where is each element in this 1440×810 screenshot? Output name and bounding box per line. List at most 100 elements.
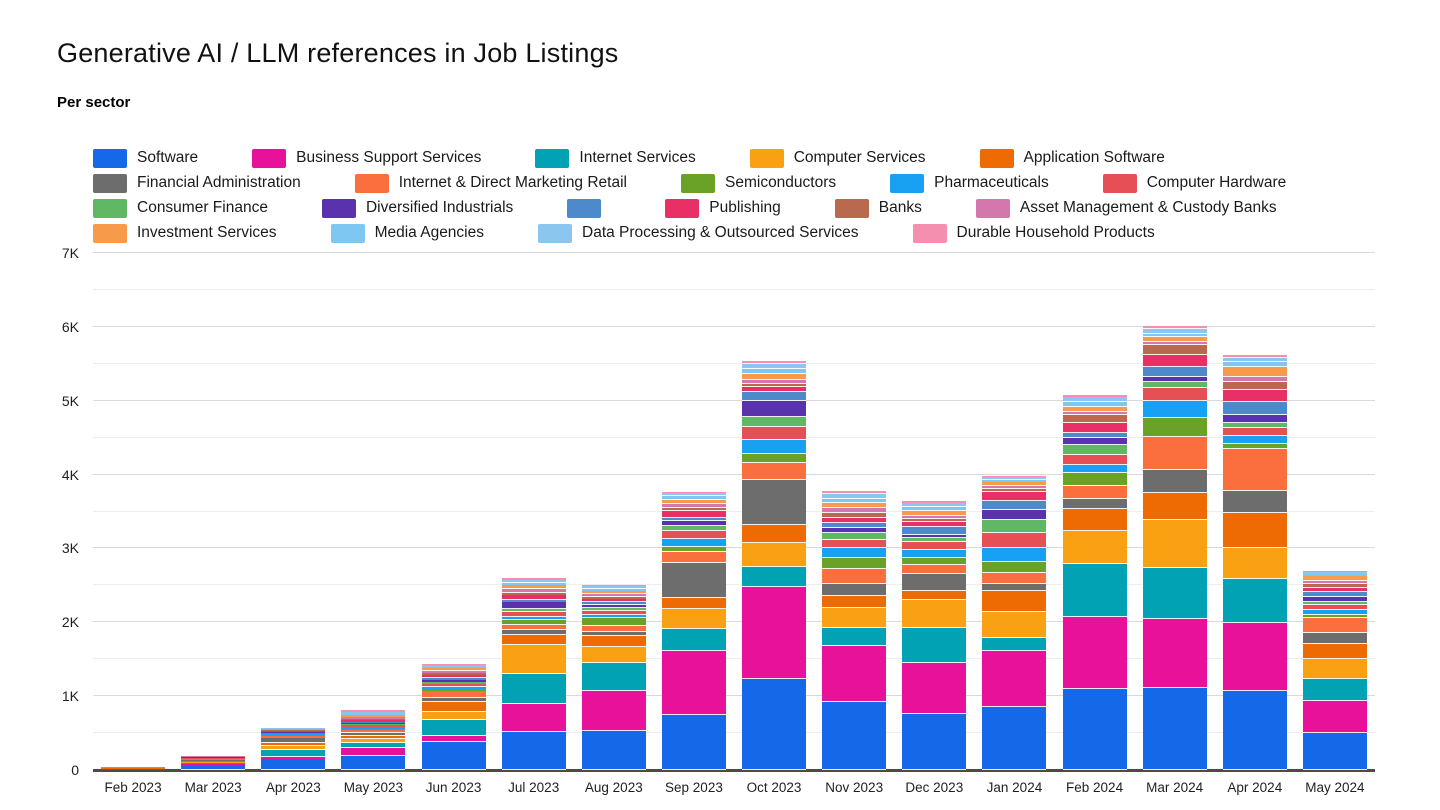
bar-segment-computer-hardware[interactable] bbox=[341, 725, 406, 727]
bar-segment-diversified-industrials[interactable] bbox=[1142, 377, 1207, 382]
bar-segment-banks[interactable] bbox=[421, 673, 486, 675]
bar-segment-diversified-industrials[interactable] bbox=[1222, 415, 1287, 423]
bar-segment-banks[interactable] bbox=[742, 384, 807, 387]
bar-segment-durable-household-products[interactable] bbox=[1222, 355, 1287, 358]
bar-segment-diversified-industrials[interactable] bbox=[822, 528, 887, 533]
bar-segment-asset-management-custody-banks[interactable] bbox=[1062, 412, 1127, 415]
bar-segment-durable-household-products[interactable] bbox=[1062, 395, 1127, 397]
legend-item-semiconductors[interactable]: Semiconductors bbox=[681, 173, 836, 193]
bar-segment-unnamed[interactable] bbox=[822, 523, 887, 528]
bar-segment-publishing[interactable] bbox=[581, 599, 646, 602]
legend-item-durable-household-products[interactable]: Durable Household Products bbox=[912, 223, 1155, 243]
bar-segment-publishing[interactable] bbox=[501, 595, 566, 600]
bar-segment-software[interactable] bbox=[902, 714, 967, 770]
bar-segment-financial-administration[interactable] bbox=[1222, 491, 1287, 513]
bar-segment-media-agencies[interactable] bbox=[1302, 574, 1367, 576]
bar-segment-diversified-industrials[interactable] bbox=[181, 757, 246, 758]
bar-segment-business-support-services[interactable] bbox=[1142, 619, 1207, 688]
bar-segment-computer-services[interactable] bbox=[581, 647, 646, 663]
bar-segment-software[interactable] bbox=[1222, 691, 1287, 770]
bar-segment-durable-household-products[interactable] bbox=[1302, 571, 1367, 572]
bar-segment-business-support-services[interactable] bbox=[1222, 623, 1287, 691]
bar-segment-computer-hardware[interactable] bbox=[742, 427, 807, 440]
bar-segment-data-processing-outsourced-services[interactable] bbox=[421, 665, 486, 667]
bar-segment-application-software[interactable] bbox=[581, 636, 646, 647]
bar-segment-internet-direct-marketing-retail[interactable] bbox=[181, 759, 246, 760]
bar-segment-internet-services[interactable] bbox=[501, 674, 566, 704]
bar-segment-asset-management-custody-banks[interactable] bbox=[101, 767, 166, 768]
bar-segment-computer-hardware[interactable] bbox=[1062, 455, 1127, 465]
bar-segment-internet-services[interactable] bbox=[581, 663, 646, 691]
bar-segment-media-agencies[interactable] bbox=[661, 496, 726, 500]
legend-item-diversified-industrials[interactable]: Diversified Industrials bbox=[321, 198, 513, 218]
bar-segment-business-support-services[interactable] bbox=[181, 764, 246, 766]
bar-segment-durable-household-products[interactable] bbox=[581, 585, 646, 586]
bar-segment-investment-services[interactable] bbox=[982, 482, 1047, 486]
bar-segment-consumer-finance[interactable] bbox=[1222, 423, 1287, 428]
bar-segment-business-support-services[interactable] bbox=[742, 587, 807, 679]
bar-segment-software[interactable] bbox=[181, 766, 246, 770]
bar-segment-banks[interactable] bbox=[1222, 382, 1287, 390]
bar-segment-asset-management-custody-banks[interactable] bbox=[742, 380, 807, 384]
bar-segment-internet-direct-marketing-retail[interactable] bbox=[261, 736, 326, 738]
bar-segment-application-software[interactable] bbox=[501, 635, 566, 645]
legend-item-software[interactable]: Software bbox=[93, 148, 198, 168]
bar-segment-unnamed[interactable] bbox=[421, 678, 486, 680]
bar-segment-consumer-finance[interactable] bbox=[341, 724, 406, 725]
bar-segment-internet-direct-marketing-retail[interactable] bbox=[1222, 449, 1287, 491]
bar-segment-publishing[interactable] bbox=[982, 492, 1047, 501]
bar-segment-internet-services[interactable] bbox=[1062, 564, 1127, 617]
bar-segment-software[interactable] bbox=[341, 756, 406, 770]
bar-segment-banks[interactable] bbox=[982, 489, 1047, 492]
bar-segment-computer-hardware[interactable] bbox=[661, 531, 726, 539]
bar-segment-computer-services[interactable] bbox=[1302, 659, 1367, 679]
bar-segment-investment-services[interactable] bbox=[341, 715, 406, 717]
bar-segment-pharmaceuticals[interactable] bbox=[1302, 610, 1367, 615]
bar-segment-pharmaceuticals[interactable] bbox=[261, 734, 326, 735]
bar-segment-asset-management-custody-banks[interactable] bbox=[581, 594, 646, 597]
bar-segment-investment-services[interactable] bbox=[261, 729, 326, 730]
bar-segment-internet-services[interactable] bbox=[982, 638, 1047, 651]
bar-segment-consumer-finance[interactable] bbox=[1302, 602, 1367, 605]
bar-segment-banks[interactable] bbox=[1062, 415, 1127, 423]
bar-segment-business-support-services[interactable] bbox=[1302, 701, 1367, 733]
bar-segment-data-processing-outsourced-services[interactable] bbox=[1302, 572, 1367, 574]
bar-segment-banks[interactable] bbox=[501, 593, 566, 595]
bar-segment-diversified-industrials[interactable] bbox=[982, 510, 1047, 520]
stacked-bar-dec-2023[interactable] bbox=[902, 253, 967, 770]
bar-segment-semiconductors[interactable] bbox=[902, 558, 967, 565]
bar-segment-financial-administration[interactable] bbox=[1062, 499, 1127, 509]
stacked-bar-jan-2024[interactable] bbox=[982, 253, 1047, 770]
bar-segment-consumer-finance[interactable] bbox=[421, 682, 486, 684]
bar-segment-media-agencies[interactable] bbox=[341, 713, 406, 715]
bar-segment-consumer-finance[interactable] bbox=[501, 609, 566, 612]
bar-segment-internet-direct-marketing-retail[interactable] bbox=[1142, 437, 1207, 470]
bar-segment-asset-management-custody-banks[interactable] bbox=[1302, 581, 1367, 584]
bar-segment-media-agencies[interactable] bbox=[1062, 402, 1127, 407]
stacked-bar-may-2023[interactable] bbox=[341, 253, 406, 770]
stacked-bar-may-2024[interactable] bbox=[1302, 253, 1367, 770]
bar-segment-media-agencies[interactable] bbox=[1222, 362, 1287, 367]
bar-segment-pharmaceuticals[interactable] bbox=[982, 548, 1047, 562]
bar-segment-business-support-services[interactable] bbox=[501, 704, 566, 732]
bar-segment-data-processing-outsourced-services[interactable] bbox=[742, 364, 807, 369]
bar-segment-banks[interactable] bbox=[1302, 584, 1367, 588]
bar-segment-diversified-industrials[interactable] bbox=[341, 723, 406, 724]
bar-segment-computer-hardware[interactable] bbox=[261, 733, 326, 734]
bar-segment-unnamed[interactable] bbox=[341, 722, 406, 723]
bar-segment-media-agencies[interactable] bbox=[1142, 334, 1207, 337]
bar-segment-media-agencies[interactable] bbox=[822, 499, 887, 503]
bar-segment-application-software[interactable] bbox=[1062, 509, 1127, 531]
bar-segment-computer-hardware[interactable] bbox=[1302, 605, 1367, 610]
bar-segment-diversified-industrials[interactable] bbox=[1302, 597, 1367, 602]
bar-segment-data-processing-outsourced-services[interactable] bbox=[341, 712, 406, 713]
bar-segment-unnamed[interactable] bbox=[1222, 402, 1287, 415]
bar-segment-media-agencies[interactable] bbox=[982, 480, 1047, 482]
bar-segment-computer-hardware[interactable] bbox=[1222, 428, 1287, 436]
stacked-bar-jul-2023[interactable] bbox=[501, 253, 566, 770]
bar-segment-pharmaceuticals[interactable] bbox=[1142, 401, 1207, 418]
bar-segment-internet-direct-marketing-retail[interactable] bbox=[501, 625, 566, 630]
bar-segment-semiconductors[interactable] bbox=[822, 558, 887, 569]
legend-item-media-agencies[interactable]: Media Agencies bbox=[330, 223, 484, 243]
bar-segment-financial-administration[interactable] bbox=[421, 698, 486, 702]
